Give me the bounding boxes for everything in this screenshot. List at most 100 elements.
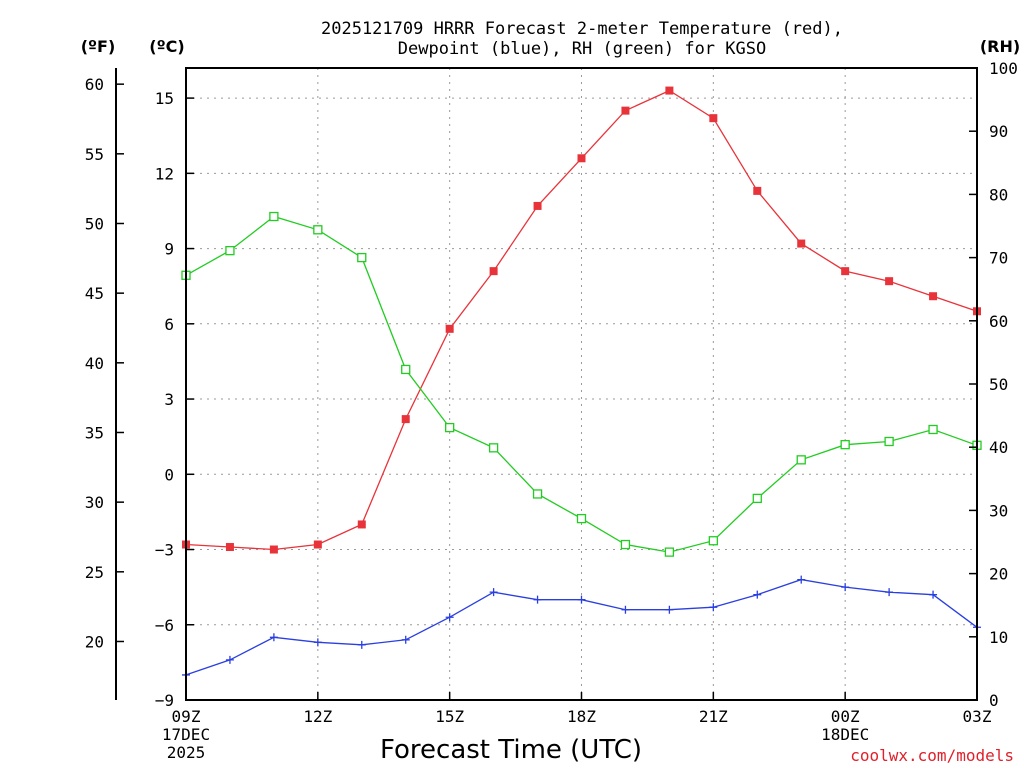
temperature-point bbox=[797, 239, 806, 248]
temperature-point bbox=[577, 154, 586, 163]
fahrenheit-tick-label: 60 bbox=[85, 75, 104, 94]
celsius-tick-label: −3 bbox=[155, 541, 174, 560]
rh-tick-label: 20 bbox=[989, 565, 1008, 584]
fahrenheit-tick-label: 45 bbox=[85, 284, 104, 303]
rh-tick-label: 70 bbox=[989, 249, 1008, 268]
celsius-tick-label: 3 bbox=[164, 390, 174, 409]
x-tick-label: 17DEC bbox=[162, 725, 210, 744]
temperature-point bbox=[357, 520, 366, 529]
rh-tick-label: 80 bbox=[989, 185, 1008, 204]
temperature-point bbox=[533, 201, 542, 210]
dewpoint-point bbox=[709, 603, 718, 612]
dewpoint-point bbox=[621, 605, 630, 614]
rh-point bbox=[576, 513, 587, 524]
dewpoint-point bbox=[753, 590, 762, 599]
celsius-tick-label: 12 bbox=[155, 164, 174, 183]
rh-tick-label: 90 bbox=[989, 122, 1008, 141]
x-axis-title: Forecast Time (UTC) bbox=[380, 735, 642, 765]
temperature-point bbox=[621, 106, 630, 115]
temperature-point bbox=[841, 267, 850, 276]
temperature-point bbox=[445, 324, 454, 333]
celsius-tick-label: 0 bbox=[164, 465, 174, 484]
dewpoint-point bbox=[577, 595, 586, 604]
celsius-tick-label: 6 bbox=[164, 315, 174, 334]
rh-tick-label: 30 bbox=[989, 501, 1008, 520]
dewpoint-point bbox=[665, 605, 674, 614]
fahrenheit-unit-label: (ºF) bbox=[81, 37, 116, 56]
chart-title-line-2: Dewpoint (blue), RH (green) for KGSO bbox=[398, 39, 766, 59]
x-tick-label: 2025 bbox=[167, 743, 206, 762]
chart-title-line-1: 2025121709 HRRR Forecast 2-meter Tempera… bbox=[321, 19, 843, 39]
x-tick-label: 15Z bbox=[435, 707, 464, 726]
rh-point bbox=[796, 455, 806, 465]
temperature-point bbox=[665, 86, 674, 95]
temperature-point bbox=[489, 267, 498, 276]
temperature-point bbox=[885, 277, 894, 286]
temperature-point bbox=[269, 545, 278, 554]
rh-point bbox=[928, 424, 938, 435]
dewpoint-point bbox=[841, 583, 850, 592]
temperature-point bbox=[313, 540, 322, 549]
rh-point bbox=[357, 252, 367, 263]
dewpoint-point bbox=[489, 588, 498, 597]
rh-tick-label: 50 bbox=[989, 375, 1008, 394]
fahrenheit-tick-label: 40 bbox=[85, 354, 104, 373]
fahrenheit-tick-label: 25 bbox=[85, 563, 104, 582]
x-tick-label: 03Z bbox=[963, 707, 992, 726]
rh-tick-label: 100 bbox=[989, 59, 1018, 78]
temperature-point bbox=[401, 415, 410, 424]
fahrenheit-tick-label: 30 bbox=[85, 493, 104, 512]
x-tick-label: 09Z bbox=[172, 707, 201, 726]
dewpoint-point bbox=[313, 638, 322, 647]
rh-point bbox=[620, 539, 631, 550]
temperature-point bbox=[753, 186, 762, 195]
rh-tick-label: 40 bbox=[989, 438, 1008, 457]
series-layer bbox=[181, 86, 982, 679]
dewpoint-point bbox=[357, 640, 366, 649]
celsius-tick-label: −9 bbox=[155, 691, 174, 710]
temperature-point bbox=[709, 114, 718, 123]
rh-unit-label: (RH) bbox=[980, 37, 1020, 56]
rh-point bbox=[884, 436, 894, 447]
x-tick-label: 18DEC bbox=[821, 725, 869, 744]
x-tick-label: 00Z bbox=[831, 707, 860, 726]
fahrenheit-tick-label: 50 bbox=[85, 214, 104, 233]
fahrenheit-tick-label: 55 bbox=[85, 145, 104, 164]
grid bbox=[186, 68, 977, 700]
rh-point bbox=[225, 245, 235, 256]
rh-tick-label: 10 bbox=[989, 628, 1008, 647]
rh-point bbox=[664, 547, 675, 557]
celsius-unit-label: (ºC) bbox=[149, 37, 184, 56]
rh-point bbox=[532, 489, 543, 499]
fahrenheit-tick-label: 20 bbox=[85, 632, 104, 651]
celsius-tick-label: 15 bbox=[155, 89, 174, 108]
dewpoint-point bbox=[445, 613, 454, 622]
rh-tick-label: 60 bbox=[989, 312, 1008, 331]
rh-point bbox=[401, 364, 411, 375]
rh-point bbox=[313, 225, 323, 235]
dewpoint-point bbox=[533, 595, 542, 604]
temperature-point bbox=[929, 292, 938, 301]
rh-point bbox=[752, 493, 762, 504]
dewpoint-point bbox=[401, 635, 410, 644]
rh-point bbox=[488, 443, 499, 453]
rh-point bbox=[269, 211, 279, 222]
credit-text: coolwx.com/models bbox=[850, 746, 1014, 765]
dewpoint-point bbox=[797, 575, 806, 584]
dewpoint-point bbox=[929, 590, 938, 599]
rh-tick-label: 0 bbox=[989, 691, 999, 710]
rh-point bbox=[445, 422, 455, 433]
celsius-tick-label: 9 bbox=[164, 240, 174, 259]
x-tick-label: 12Z bbox=[303, 707, 332, 726]
dewpoint-point bbox=[269, 633, 278, 642]
dewpoint-point bbox=[885, 588, 894, 597]
fahrenheit-tick-label: 35 bbox=[85, 423, 104, 442]
x-tick-label: 21Z bbox=[699, 707, 728, 726]
x-tick-label: 18Z bbox=[567, 707, 596, 726]
temperature-point bbox=[225, 543, 234, 552]
dewpoint-point bbox=[225, 655, 234, 664]
celsius-tick-label: −6 bbox=[155, 616, 174, 635]
rh-point bbox=[840, 440, 850, 450]
